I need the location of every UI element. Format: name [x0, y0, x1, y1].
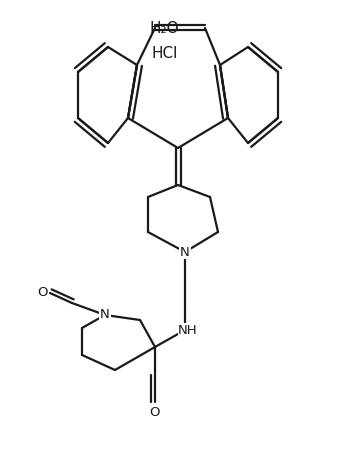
- Text: O: O: [150, 405, 160, 419]
- Text: H₂O: H₂O: [150, 21, 179, 36]
- Text: N: N: [180, 246, 190, 259]
- Text: HCl: HCl: [151, 46, 177, 61]
- Text: N: N: [100, 308, 110, 321]
- Text: O: O: [37, 286, 47, 299]
- Text: NH: NH: [178, 324, 198, 337]
